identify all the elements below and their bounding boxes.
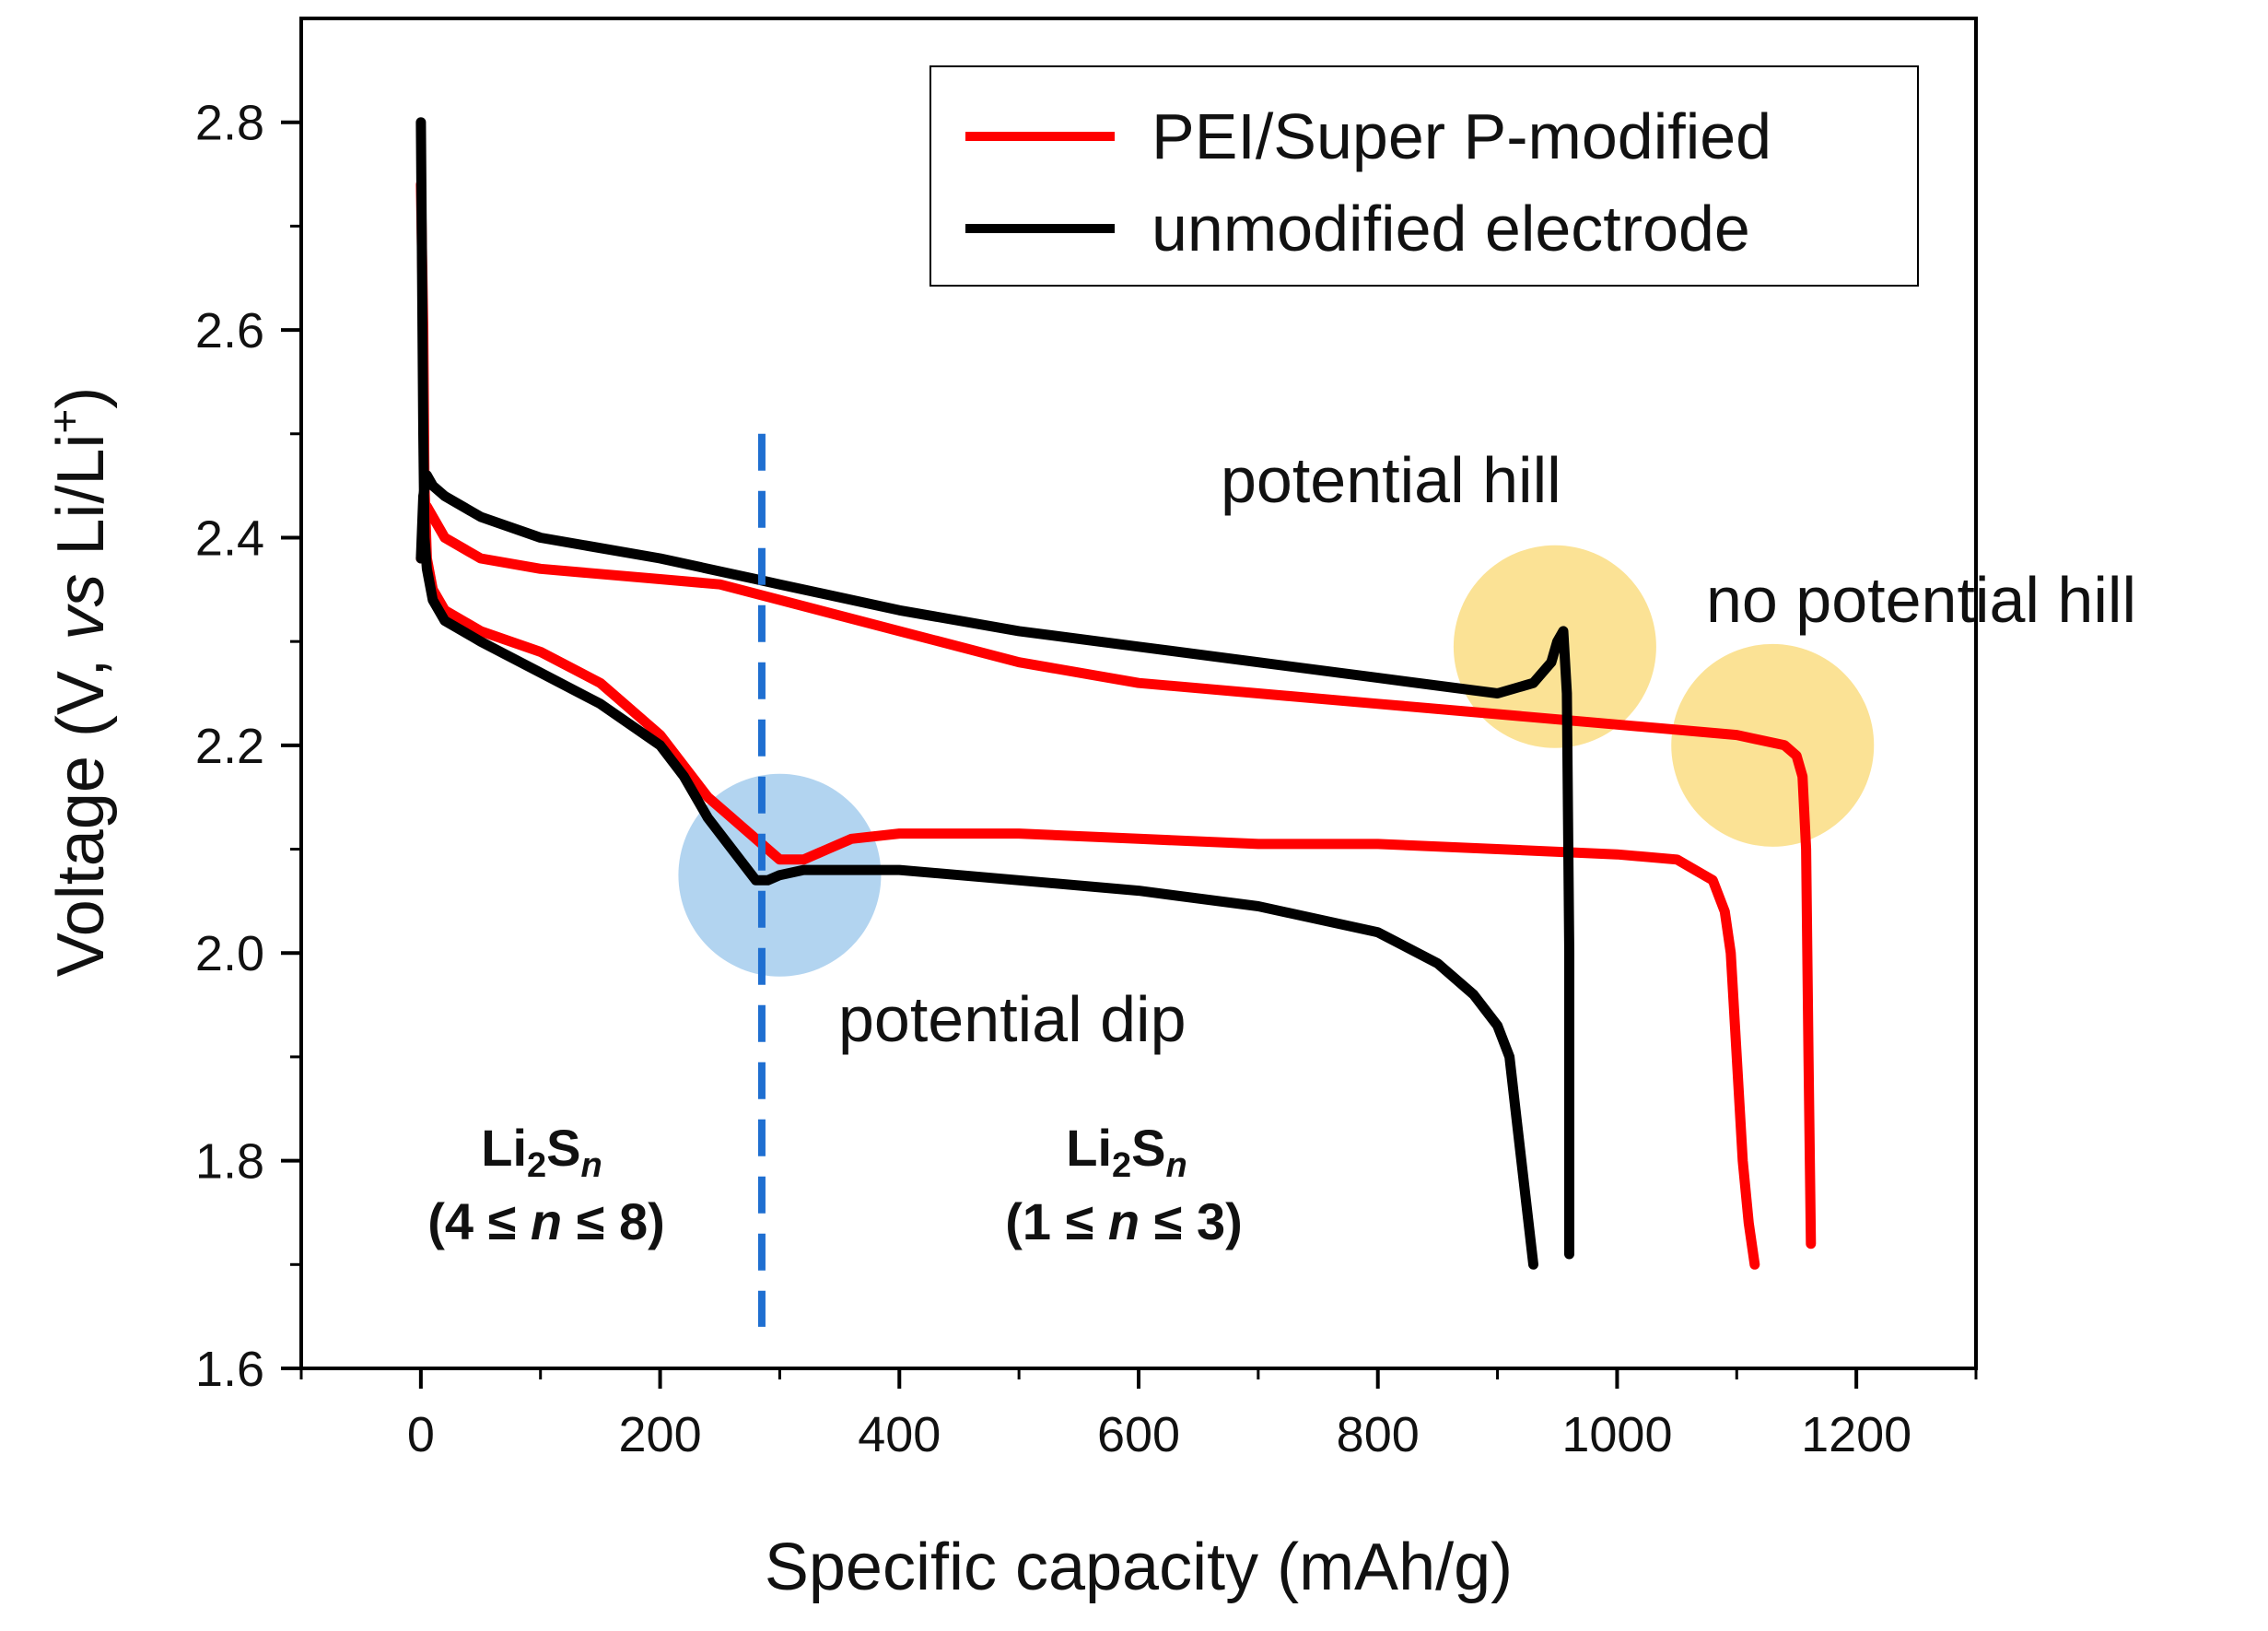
y-tick-label: 2.2 [195, 719, 264, 774]
series-line-unmodified-discharge [415, 117, 1538, 1270]
y-tick-label: 1.8 [195, 1134, 264, 1190]
x-tick-label: 800 [1337, 1407, 1420, 1462]
x-tick-label: 200 [619, 1407, 702, 1462]
region-label-high-order: Li2Sn (4 ≤ n ≤ 8) [427, 1119, 665, 1250]
x-tick-label: 400 [858, 1407, 941, 1462]
x-tick-label: 600 [1097, 1407, 1180, 1462]
region-label-low-order: Li2Sn (1 ≤ n ≤ 3) [1005, 1119, 1243, 1250]
y-tick-label: 2.4 [195, 510, 264, 566]
tick-layer: 0 200 400 600 800 1000 1200 1.6 1.8 2.0 2.2 2.4 2.6 2… [195, 96, 1978, 1462]
series-line-unmodified-charge [415, 470, 1574, 1260]
series-line-pei-discharge [415, 179, 1760, 1270]
legend-box [929, 65, 1919, 287]
y-axis-title: Voltage (V, vs Li/Li+) [41, 387, 118, 978]
x-axis-title: Specific capacity (mAh/g) [765, 1531, 1513, 1604]
legend: PEI/Super P-modified unmodified electrod… [929, 65, 1919, 287]
y-tick-label: 2.8 [195, 96, 264, 151]
svg-text:Li2Sn: Li2Sn [481, 1119, 602, 1185]
annotation-no-potential-hill: no potential hill [1706, 564, 2136, 636]
series-line-pei-charge [415, 501, 1817, 1250]
svg-text:(1 ≤ n ≤ 3): (1 ≤ n ≤ 3) [1005, 1192, 1243, 1250]
legend-label-unmodified: unmodified electrode [1152, 193, 1750, 264]
y-tick-label: 2.0 [195, 926, 264, 981]
y-tick-label: 2.6 [195, 303, 264, 358]
annotation-potential-dip: potential dip [838, 983, 1187, 1055]
x-tick-label: 0 [407, 1407, 435, 1462]
y-tick-label: 1.6 [195, 1342, 264, 1397]
svg-text:(4 ≤ n ≤ 8): (4 ≤ n ≤ 8) [427, 1192, 665, 1250]
x-tick-label: 1000 [1561, 1407, 1672, 1462]
annotation-potential-hill: potential hill [1221, 444, 1561, 516]
svg-text:Li2Sn: Li2Sn [1066, 1119, 1187, 1185]
legend-label-pei: PEI/Super P-modified [1152, 100, 1771, 172]
x-tick-label: 1200 [1801, 1407, 1911, 1462]
curve-layer [415, 117, 1817, 1270]
